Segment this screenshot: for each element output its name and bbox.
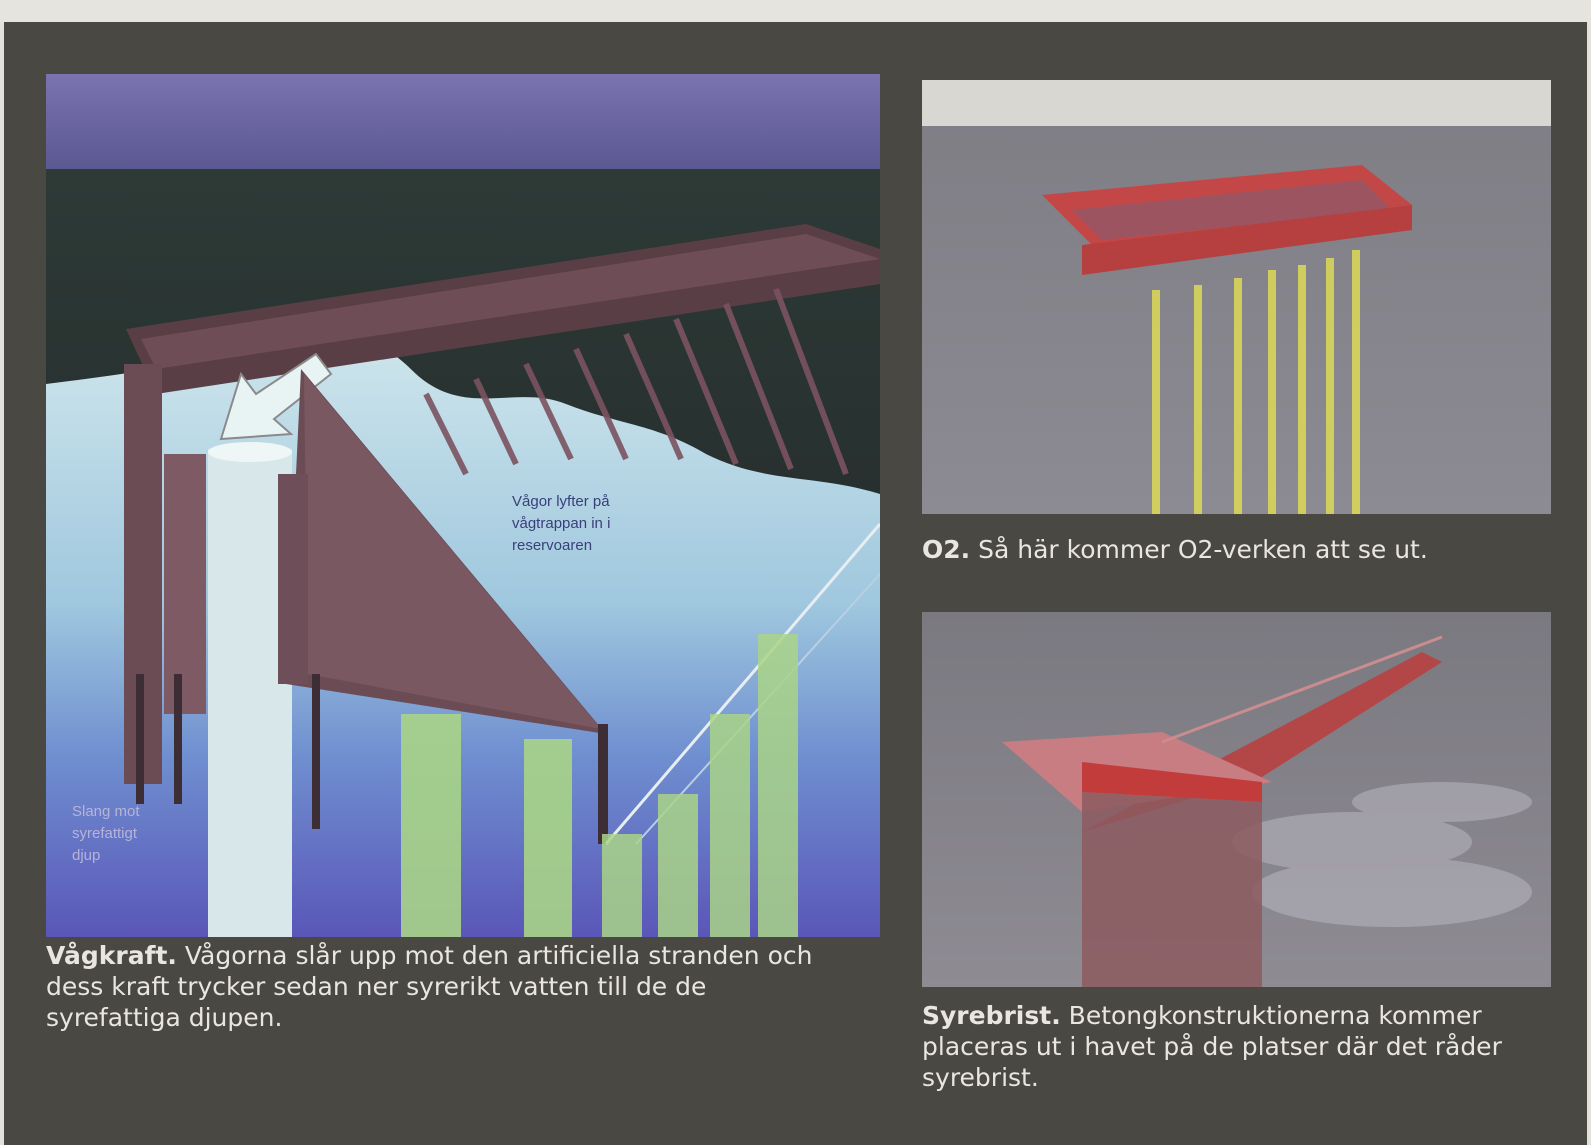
o2-caption: O2. Så här kommer O2-verken att se ut. <box>922 534 1562 565</box>
syrebrist-caption: Syrebrist. Betongkonstruktionerna kommer… <box>922 1000 1542 1093</box>
pipe-label-line-2: syrefattigt <box>72 825 138 842</box>
syrebrist-caption-lead: Syrebrist. <box>922 1001 1061 1030</box>
syrebrist-caption-text: Betongkonstruktionerna kommer placeras u… <box>922 1001 1502 1092</box>
wave-caption-text: Vågorna slår upp mot den artificiella st… <box>46 941 813 1032</box>
o2-caption-lead: O2. <box>922 535 971 564</box>
newspaper-page: Vågor lyfter på vågtrappan in i reservoa… <box>4 22 1587 1145</box>
pipe-label-line-3: djup <box>72 847 100 864</box>
pipe-label-line-1: Slang mot <box>72 803 140 820</box>
syrebrist-structure-image <box>922 612 1551 987</box>
o2-structure-image <box>922 80 1551 514</box>
wave-power-illustration: Vågor lyfter på vågtrappan in i reservoa… <box>46 74 880 937</box>
o2-caption-text: Så här kommer O2-verken att se ut. <box>970 535 1428 564</box>
waves-label-line-1: Vågor lyfter på <box>512 493 610 510</box>
wave-caption-lead: Vågkraft. <box>46 941 177 970</box>
paper-top-strip <box>0 0 1591 22</box>
waves-label-line-2: vågtrappan in i <box>512 515 610 532</box>
waves-label-line-3: reservoaren <box>512 537 592 554</box>
wave-caption: Vågkraft. Vågorna slår upp mot den artif… <box>46 940 826 1033</box>
